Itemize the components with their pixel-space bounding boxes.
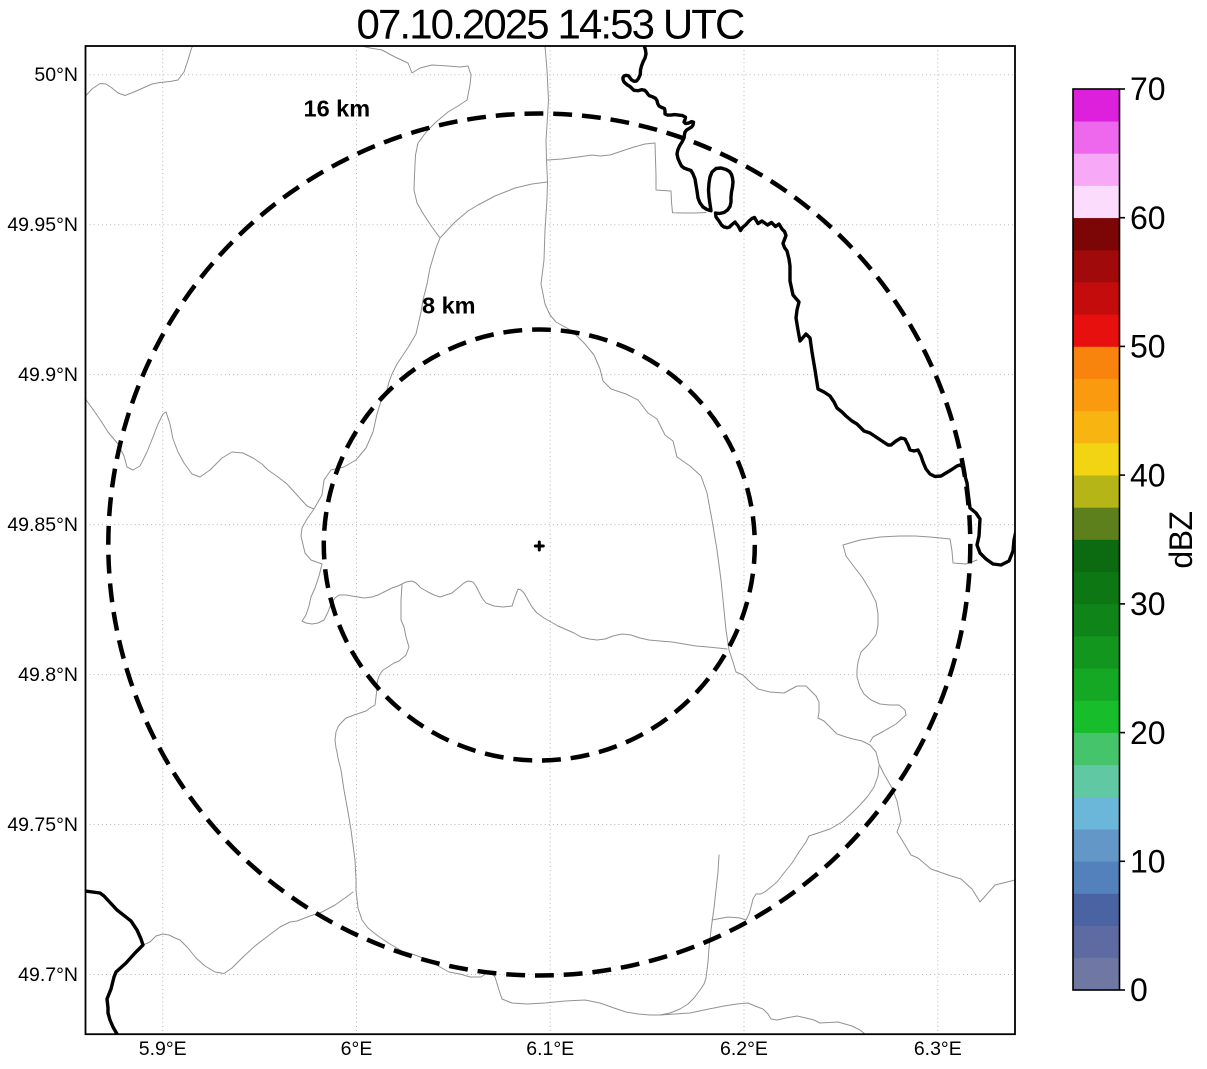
svg-text:50°N: 50°N <box>34 64 78 86</box>
svg-text:07.10.2025 14:53 UTC: 07.10.2025 14:53 UTC <box>357 1 745 48</box>
svg-text:6.2°E: 6.2°E <box>720 1038 768 1060</box>
svg-text:20: 20 <box>1130 715 1166 751</box>
svg-text:6.3°E: 6.3°E <box>914 1038 962 1060</box>
svg-text:6°E: 6°E <box>341 1038 373 1060</box>
svg-text:dBZ: dBZ <box>1163 511 1199 568</box>
svg-text:50: 50 <box>1130 329 1166 365</box>
svg-text:16 km: 16 km <box>304 96 371 122</box>
svg-text:8 km: 8 km <box>422 293 476 319</box>
svg-text:30: 30 <box>1130 586 1166 622</box>
svg-text:49.8°N: 49.8°N <box>18 664 78 686</box>
svg-text:49.7°N: 49.7°N <box>18 964 78 986</box>
svg-text:70: 70 <box>1130 71 1166 107</box>
svg-text:49.85°N: 49.85°N <box>7 514 78 536</box>
svg-text:40: 40 <box>1130 457 1166 493</box>
svg-text:10: 10 <box>1130 844 1166 880</box>
svg-text:60: 60 <box>1130 200 1166 236</box>
svg-text:0: 0 <box>1130 972 1148 1008</box>
svg-text:6.1°E: 6.1°E <box>526 1038 574 1060</box>
svg-text:49.9°N: 49.9°N <box>18 364 78 386</box>
svg-text:5.9°E: 5.9°E <box>139 1038 187 1060</box>
svg-text:49.75°N: 49.75°N <box>7 814 78 836</box>
svg-text:49.95°N: 49.95°N <box>7 214 78 236</box>
